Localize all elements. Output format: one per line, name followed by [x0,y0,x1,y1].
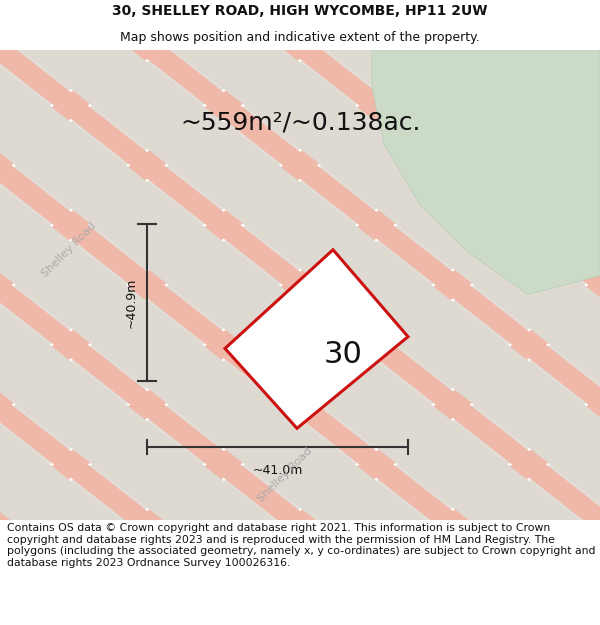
Text: Shelley Road: Shelley Road [40,221,98,279]
Polygon shape [372,50,600,294]
Text: ~41.0m: ~41.0m [253,464,302,477]
Polygon shape [225,250,408,428]
Text: ~559m²/~0.138ac.: ~559m²/~0.138ac. [180,111,421,135]
Text: Shelley Road: Shelley Road [256,446,314,504]
Text: ~40.9m: ~40.9m [125,278,138,328]
Text: 30: 30 [323,341,362,369]
Text: Contains OS data © Crown copyright and database right 2021. This information is : Contains OS data © Crown copyright and d… [7,523,596,568]
Text: 30, SHELLEY ROAD, HIGH WYCOMBE, HP11 2UW: 30, SHELLEY ROAD, HIGH WYCOMBE, HP11 2UW [112,4,488,18]
Text: Map shows position and indicative extent of the property.: Map shows position and indicative extent… [120,31,480,44]
